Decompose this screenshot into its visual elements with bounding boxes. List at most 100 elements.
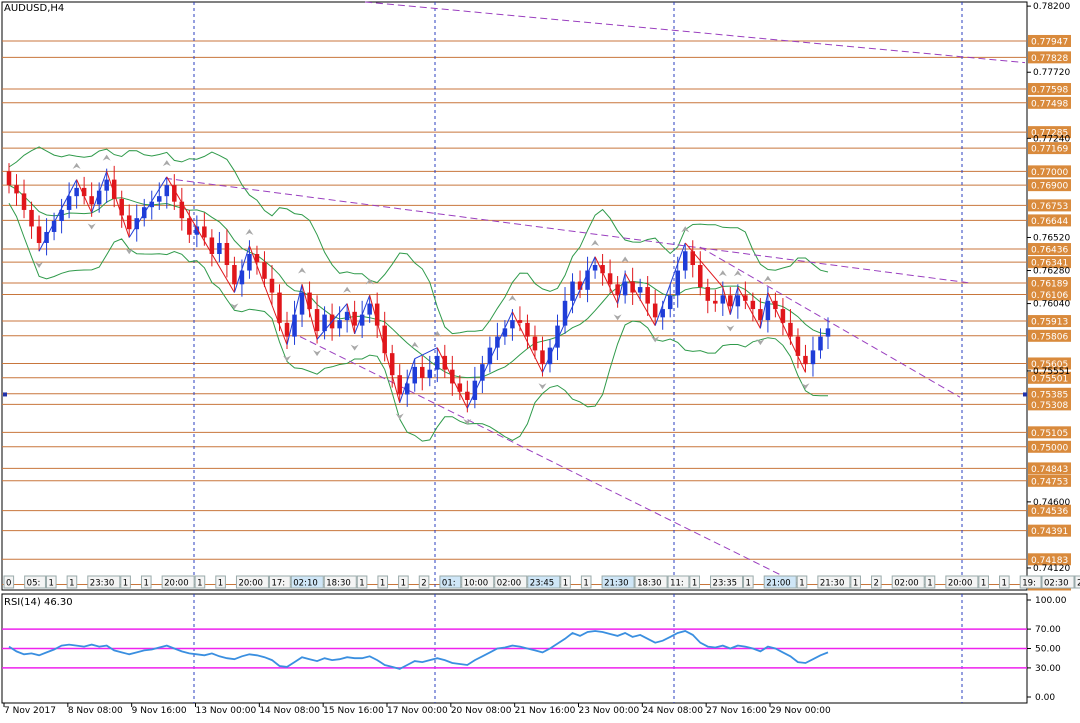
candle-body bbox=[389, 353, 395, 376]
candle bbox=[652, 289, 658, 326]
candle-body bbox=[51, 220, 57, 232]
candle-body bbox=[480, 364, 485, 381]
time-strip-label: 1 bbox=[746, 579, 751, 589]
time-strip-label: 2 bbox=[421, 579, 426, 589]
candle bbox=[427, 355, 433, 387]
candle bbox=[164, 176, 170, 209]
candle-body bbox=[570, 281, 575, 301]
candle bbox=[374, 292, 380, 338]
candle bbox=[667, 284, 673, 318]
fractal-up-icon bbox=[245, 228, 254, 235]
time-strip-label: 20:00 bbox=[238, 579, 263, 589]
time-strip-box bbox=[1041, 575, 1075, 589]
candle bbox=[352, 300, 357, 334]
level-label: 0.74536 bbox=[1031, 507, 1068, 517]
candle-body bbox=[284, 322, 290, 337]
level-label-bg bbox=[1028, 371, 1071, 384]
time-strip-box bbox=[3, 575, 15, 589]
time-strip-label: 1 bbox=[69, 579, 74, 589]
time-strip-label: 1 bbox=[692, 579, 697, 589]
time-strip-label: 1 bbox=[380, 579, 385, 589]
candle bbox=[412, 358, 417, 392]
time-strip-box bbox=[1019, 575, 1042, 589]
zigzag-segment bbox=[759, 292, 769, 329]
candle-body bbox=[322, 314, 327, 332]
time-axis-label: 8 Nov 08:00 bbox=[68, 706, 123, 716]
candle-body bbox=[818, 336, 823, 351]
candle bbox=[457, 375, 463, 400]
candle-body bbox=[592, 265, 598, 271]
time-strip-label: 17: bbox=[271, 579, 285, 589]
fractal-down-icon bbox=[651, 336, 660, 343]
candle bbox=[292, 300, 297, 345]
candle bbox=[450, 355, 455, 396]
time-strip-box bbox=[601, 575, 635, 589]
time-strip-box bbox=[634, 575, 668, 589]
time-axis-label: 21 Nov 16:00 bbox=[515, 706, 576, 716]
time-strip-label: 23:35 bbox=[713, 579, 738, 589]
candle bbox=[29, 201, 34, 239]
time-strip-label: 1 bbox=[123, 579, 128, 589]
candle bbox=[314, 295, 320, 344]
rsi-tick-label: 70.00 bbox=[1035, 625, 1061, 635]
zigzag-segment bbox=[233, 245, 250, 293]
time-strip-label: 02:00 bbox=[894, 579, 919, 589]
candle bbox=[705, 278, 711, 314]
fractal-up-icon bbox=[162, 160, 171, 167]
rsi-tick-label: 0.00 bbox=[1035, 693, 1055, 703]
time-strip-box bbox=[945, 575, 979, 589]
candle-body bbox=[307, 292, 312, 310]
time-axis-label: 15 Nov 16:00 bbox=[323, 706, 384, 716]
candle-body bbox=[359, 314, 365, 326]
fractal-down-icon bbox=[87, 223, 96, 230]
time-axis-label: 27 Nov 16:00 bbox=[706, 706, 767, 716]
time-axis-label: 23 Nov 00:00 bbox=[579, 706, 640, 716]
candle bbox=[194, 215, 200, 248]
candle-body bbox=[164, 185, 170, 197]
candle-body bbox=[157, 196, 162, 202]
level-label-bg bbox=[1028, 256, 1071, 269]
zigzag-segment bbox=[166, 176, 235, 293]
candle-body bbox=[134, 218, 139, 230]
rsi-title: RSI(14) 46.30 bbox=[4, 597, 73, 608]
level-label-bg bbox=[1028, 51, 1071, 64]
time-strip-label: 1 bbox=[143, 579, 148, 589]
level-label-bg bbox=[1028, 126, 1071, 139]
level-label-bg bbox=[1028, 553, 1071, 566]
candle-body bbox=[374, 303, 380, 326]
time-strip-label: 1 bbox=[563, 579, 568, 589]
candle bbox=[562, 287, 568, 334]
candle-body bbox=[555, 325, 560, 348]
price-tick-label: 0.76520 bbox=[1033, 233, 1070, 243]
candle bbox=[735, 284, 741, 319]
candle-body bbox=[36, 226, 42, 243]
candle bbox=[367, 295, 372, 323]
time-strip-label: 20:00 bbox=[948, 579, 973, 589]
zigzag-segment bbox=[354, 295, 371, 335]
time-strip-box bbox=[24, 575, 46, 589]
level-label: 0.76753 bbox=[1031, 202, 1068, 212]
fractal-up-icon bbox=[102, 154, 111, 161]
time-strip-box bbox=[924, 575, 936, 589]
candle bbox=[645, 276, 650, 316]
zigzag-segment bbox=[594, 256, 619, 304]
level-label-bg bbox=[1028, 315, 1071, 328]
time-strip-label: 23:45 bbox=[530, 579, 555, 589]
candle bbox=[344, 303, 350, 333]
time-strip-label: 1 bbox=[853, 579, 858, 589]
fractal-down-icon bbox=[350, 344, 359, 351]
time-strip-box bbox=[763, 575, 797, 589]
bollinger-upper bbox=[8, 146, 829, 335]
candle-body bbox=[532, 336, 538, 351]
candle bbox=[126, 204, 132, 238]
bollinger-lower bbox=[8, 203, 828, 442]
time-axis-label: 14 Nov 08:00 bbox=[259, 706, 320, 716]
time-strip-label: 1 bbox=[218, 579, 223, 589]
candle-body bbox=[457, 383, 463, 392]
level-label-bg bbox=[1028, 83, 1071, 96]
candle-body bbox=[690, 251, 696, 266]
candle-body bbox=[577, 281, 583, 290]
candle bbox=[172, 174, 177, 210]
